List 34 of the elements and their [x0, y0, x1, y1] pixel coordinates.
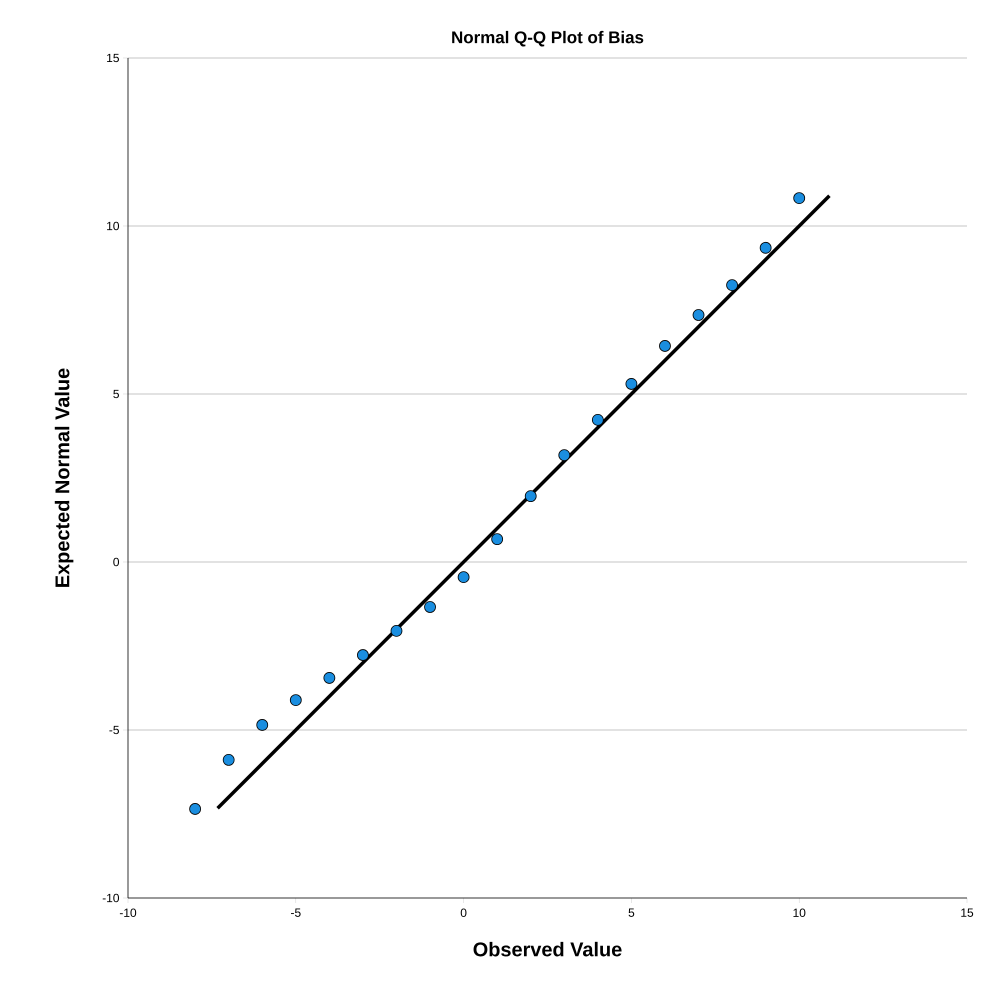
x-tick-label: -5: [291, 908, 301, 917]
point: [256, 719, 268, 731]
point: [390, 624, 402, 637]
point: [357, 649, 369, 661]
y-tick-label: -10: [102, 894, 120, 902]
point: [793, 192, 806, 204]
point: [424, 601, 436, 613]
point: [626, 378, 638, 390]
y-axis-title: Expected Normal Value: [54, 368, 74, 587]
x-tick-label: 0: [460, 908, 466, 917]
point: [558, 449, 570, 462]
point: [189, 803, 202, 815]
chart-title: Normal Q-Q Plot of Bias: [452, 30, 644, 46]
point: [592, 414, 604, 426]
point: [491, 533, 504, 546]
x-axis-title: Observed Value: [474, 942, 622, 956]
y-tick-label: 15: [107, 54, 119, 62]
y-tick-label: -5: [109, 726, 119, 734]
y-tick-label: 5: [113, 390, 119, 398]
point: [760, 242, 772, 254]
point: [726, 279, 738, 292]
point: [659, 340, 671, 352]
x-tick-label: -10: [120, 908, 136, 917]
point: [692, 309, 704, 321]
x-tick-label: 15: [961, 908, 974, 917]
x-tick-label: 5: [628, 908, 634, 917]
point: [222, 754, 235, 766]
y-tick-label: 10: [107, 222, 120, 230]
point: [290, 694, 302, 706]
x-tick-label: 10: [793, 908, 806, 917]
point: [524, 490, 537, 502]
point: [323, 672, 336, 684]
y-tick-label: 0: [113, 558, 120, 566]
point: [458, 571, 470, 584]
